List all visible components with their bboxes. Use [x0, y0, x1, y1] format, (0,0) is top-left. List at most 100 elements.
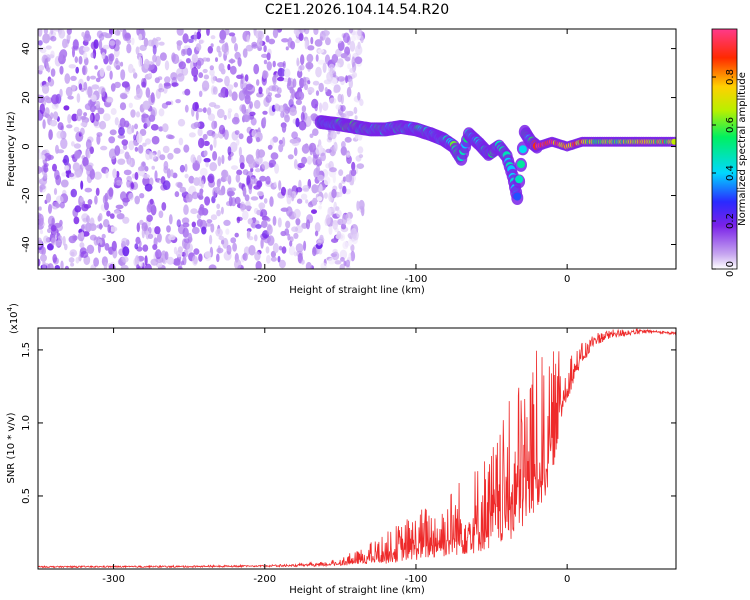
heat-noise-cell: [59, 88, 63, 98]
heat-noise-cell: [76, 112, 82, 122]
heat-noise-cell: [237, 57, 242, 67]
heat-noise-cell: [44, 107, 50, 117]
heat-noise-cell: [209, 234, 213, 245]
heat-noise-cell: [115, 204, 124, 210]
heat-noise-cell: [314, 222, 321, 233]
heat-noise-cell: [199, 39, 205, 44]
heat-noise-cell: [58, 29, 66, 39]
heat-noise-cell: [234, 232, 239, 238]
heat-noise-cell: [51, 94, 59, 105]
heat-noise-cell: [47, 243, 54, 251]
heat-noise-cell: [106, 210, 111, 217]
heat-noise-cell: [39, 46, 47, 54]
heat-noise-cell: [47, 263, 54, 269]
heat-noise-cell: [317, 157, 322, 165]
heat-noise-cell: [41, 154, 46, 161]
heat-noise-cell: [80, 116, 87, 120]
heat-noise-cell: [135, 46, 140, 55]
heat-noise-cell: [227, 63, 231, 71]
heat-noise-cell: [114, 81, 121, 89]
heat-noise-cell: [298, 255, 303, 262]
heat-noise-cell: [236, 138, 240, 146]
heat-noise-cell: [306, 155, 313, 165]
heat-noise-cell: [200, 180, 205, 189]
heat-noise-cell: [225, 228, 230, 235]
heat-noise-cell: [329, 97, 337, 104]
heat-noise-cell: [196, 218, 203, 227]
heat-noise-cell: [131, 37, 135, 46]
heat-noise-cell: [136, 87, 143, 99]
heat-noise-cell: [203, 74, 210, 80]
heat-noise-cell: [298, 33, 304, 42]
heat-noise-cell: [301, 156, 308, 165]
heat-noise-cell: [268, 159, 277, 168]
heat-noise-cell: [164, 76, 171, 84]
heat-noise-cell: [358, 154, 364, 159]
heat-noise-cell: [242, 210, 249, 221]
heat-noise-cell: [286, 206, 293, 217]
heat-noise-cell: [359, 98, 364, 107]
heat-noise-cell: [86, 149, 91, 159]
heat-noise-cell: [80, 180, 84, 190]
heat-noise-cell: [338, 169, 344, 177]
heat-noise-cell: [57, 122, 64, 131]
heat-noise-cell: [285, 220, 291, 229]
heat-noise-cell: [320, 152, 326, 162]
heat-noise-cell: [293, 147, 298, 157]
heat-noise-cell: [230, 237, 237, 244]
heat-noise-cell: [287, 37, 293, 48]
heat-noise-cell: [158, 88, 165, 93]
heat-noise-cell: [248, 158, 256, 169]
heat-noise-cell: [234, 196, 241, 205]
heat-noise-cell: [234, 130, 240, 135]
heat-noise-cell: [150, 124, 159, 131]
heat-noise-cell: [116, 213, 125, 220]
heat-noise-cell: [313, 29, 319, 35]
heat-noise-cell: [47, 228, 52, 234]
x-tick-label: -100: [405, 274, 428, 285]
heat-noise-cell: [121, 237, 128, 245]
heat-noise-cell: [212, 86, 218, 95]
heat-noise-cell: [117, 158, 126, 165]
y-tick-label: -20: [21, 187, 32, 203]
snr-multiplier: (x104): [6, 303, 20, 334]
heat-noise-cell: [115, 179, 123, 186]
heat-noise-cell: [262, 70, 268, 79]
heat-noise-cell: [173, 147, 181, 154]
heat-noise-cell: [272, 60, 276, 68]
heat-noise-cell: [191, 226, 200, 235]
heat-noise-cell: [176, 73, 185, 82]
heat-noise-cell: [191, 221, 196, 228]
heat-noise-cell: [277, 62, 285, 68]
heat-noise-cell: [73, 126, 80, 133]
heat-signal-core: [515, 175, 524, 184]
heat-noise-cell: [152, 44, 157, 55]
heat-noise-cell: [333, 141, 338, 152]
heat-noise-cell: [238, 90, 245, 101]
heat-noise-cell: [81, 223, 88, 231]
heat-noise-cell: [135, 111, 141, 118]
heat-noise-cell: [120, 61, 124, 67]
heat-noise-cell: [342, 241, 349, 250]
heat-noise-cell: [229, 65, 237, 75]
heat-noise-cell: [82, 65, 86, 75]
heat-noise-cell: [84, 103, 92, 111]
heat-noise-cell: [179, 164, 185, 173]
snr-series-line: [38, 328, 676, 569]
heat-noise-cell: [69, 249, 78, 257]
heat-noise-cell: [80, 127, 85, 136]
heat-noise-cell: [238, 182, 242, 188]
heat-noise-cell: [56, 130, 64, 139]
heat-noise-cell: [182, 222, 190, 228]
heat-noise-cell: [328, 63, 336, 75]
heat-noise-cell: [318, 82, 325, 93]
heat-noise-cell: [89, 113, 93, 122]
heat-noise-cell: [242, 186, 247, 197]
heat-noise-cell: [295, 99, 302, 106]
heat-noise-cell: [216, 203, 221, 209]
heat-noise-cell: [248, 245, 256, 256]
heat-noise-cell: [110, 83, 116, 92]
heat-noise-cell: [112, 168, 117, 179]
x-tick-label: 0: [564, 274, 570, 285]
heat-noise-cell: [109, 213, 115, 219]
